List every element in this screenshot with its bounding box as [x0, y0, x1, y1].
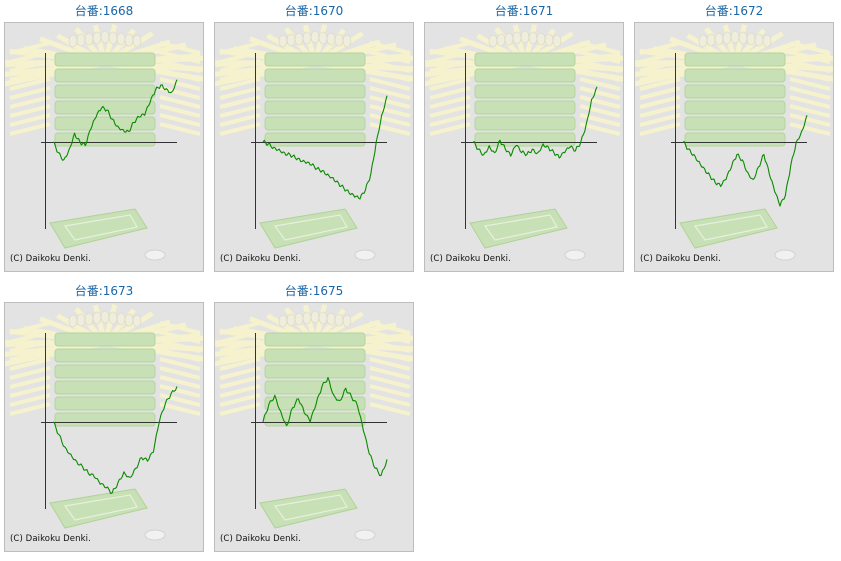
copyright-text: (C) Daikoku Denki. — [640, 254, 721, 264]
watermark-machine-illustration — [425, 24, 623, 261]
watermark-machine-illustration — [5, 304, 203, 541]
watermark-machine-illustration — [635, 24, 833, 261]
chart-frame: (C) Daikoku Denki. — [214, 22, 414, 272]
line-chart-svg — [5, 24, 203, 261]
watermark-machine-illustration — [215, 24, 413, 261]
data-series-line — [52, 386, 178, 494]
data-series-line — [52, 79, 178, 161]
line-chart-svg — [5, 304, 203, 541]
line-chart-svg — [215, 304, 413, 541]
chart-title-link[interactable]: 台番:1672 — [704, 4, 764, 18]
data-series-line — [472, 86, 598, 159]
copyright-text: (C) Daikoku Denki. — [10, 534, 91, 544]
chart-title-link[interactable]: 台番:1671 — [494, 4, 554, 18]
line-chart-svg — [635, 24, 833, 261]
chart-frame: (C) Daikoku Denki. — [634, 22, 834, 272]
copyright-text: (C) Daikoku Denki. — [220, 254, 301, 264]
chart-title-link[interactable]: 台番:1670 — [284, 4, 344, 18]
chart-panel-6: 台番:1675 (C) Daikoku Denki. — [214, 280, 414, 552]
chart-frame: (C) Daikoku Denki. — [214, 302, 414, 552]
chart-title-link[interactable]: 台番:1668 — [74, 4, 134, 18]
chart-panel-4: 台番:1672 (C) Daikoku Denki. — [634, 0, 834, 272]
chart-panel-3: 台番:1671 (C) Daikoku Denki. — [424, 0, 624, 272]
watermark-machine-illustration — [5, 24, 203, 261]
chart-panel-2: 台番:1670 (C) Daikoku Denki. — [214, 0, 414, 272]
chart-panel-1: 台番:1668 (C) Daikoku Denki. — [4, 0, 204, 272]
chart-frame: (C) Daikoku Denki. — [4, 302, 204, 552]
data-series-line — [262, 95, 388, 200]
chart-title-link[interactable]: 台番:1673 — [74, 284, 134, 298]
watermark-machine-illustration — [215, 304, 413, 541]
data-series-line — [262, 376, 388, 477]
data-series-line — [682, 115, 808, 207]
copyright-text: (C) Daikoku Denki. — [10, 254, 91, 264]
line-chart-svg — [425, 24, 623, 261]
chart-panel-5: 台番:1673 (C) Daikoku Denki. — [4, 280, 204, 552]
chart-frame: (C) Daikoku Denki. — [4, 22, 204, 272]
copyright-text: (C) Daikoku Denki. — [430, 254, 511, 264]
line-chart-svg — [215, 24, 413, 261]
chart-frame: (C) Daikoku Denki. — [424, 22, 624, 272]
chart-title-link[interactable]: 台番:1675 — [284, 284, 344, 298]
copyright-text: (C) Daikoku Denki. — [220, 534, 301, 544]
